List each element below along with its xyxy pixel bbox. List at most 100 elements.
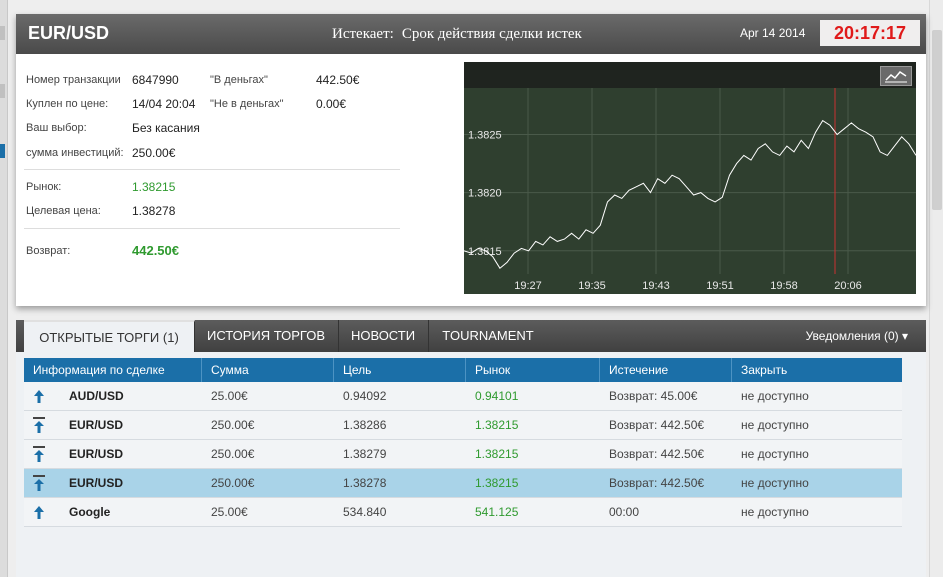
chart-plot: 19:27 19:35 19:43 19:51 19:58 20:06 1.3825 1.38… [464,88,916,292]
left-edge [0,0,8,577]
tab-tournament[interactable]: TOURNAMENT [442,328,534,343]
table-header: Информация по сделке Сумма Цель Рынок Ис… [24,358,902,382]
invest-value: 250.00€ [132,146,176,160]
txn-label: Номер транзакции [26,74,121,86]
x-tick-label: 19:51 [706,280,734,292]
tab-open-trades[interactable]: ОТКРЫТЫЕ ТОРГИ (1) [24,320,195,352]
cell-target: 0.94092 [343,389,387,403]
chart-toolbar [464,62,916,88]
trade-detail-panel: EUR/USD Истекает: Срок действия сделки ис… [16,14,926,306]
cell-target: 1.38279 [343,447,387,461]
cell-asset: EUR/USD [69,476,124,490]
cell-market: 541.125 [475,505,519,519]
table-row[interactable]: EUR/USD 250.00€ 1.38278 1.38215 Возврат: 442… [24,469,902,498]
txn-value: 6847990 [132,73,179,87]
scrollbar-thumb[interactable] [932,30,942,210]
notifications-dropdown[interactable]: Уведомления (0) ▾ [805,329,908,343]
table-row[interactable]: EUR/USD 250.00€ 1.38279 1.38215 Возврат: 442… [24,440,902,469]
left-marker [0,144,5,158]
cell-market: 1.38215 [475,476,519,490]
cell-close: не доступно [741,476,809,490]
expires-text: Срок действия сделки истек [401,26,582,42]
cell-market: 0.94101 [475,389,519,403]
table-row[interactable]: Google 25.00€ 534.840 541.125 00:00 не доступ… [24,498,902,527]
price-series-line [464,119,916,269]
cell-target: 1.38278 [343,476,387,490]
column-header: Цель [334,358,466,382]
arrow-up-icon [34,390,44,403]
header-clock: 20:17:17 [820,20,920,46]
column-header: Истечение [600,358,732,382]
expires-label: Истекает: [332,26,394,42]
cell-market: 1.38215 [475,418,519,432]
cell-asset: Google [69,505,111,519]
page-scrollbar[interactable] [929,0,943,577]
cell-amount: 25.00€ [211,389,248,403]
out-money-value: 0.00€ [316,97,347,111]
return-value: 442.50€ [132,243,179,258]
market-label: Рынок: [26,181,62,193]
panel-header: EUR/USD Истекает: Срок действия сделки ис… [16,14,926,54]
currency-pair-title: EUR/USD [28,23,110,43]
in-money-label: "В деньгах" [210,74,268,86]
cell-expiry: Возврат: 442.50€ [609,476,705,490]
line-chart-icon [885,71,907,83]
choice-value: Без касания [132,121,200,135]
cell-asset: EUR/USD [69,447,124,461]
cell-expiry: Возврат: 442.50€ [609,418,705,432]
table-row[interactable]: AUD/USD 25.00€ 0.94092 0.94101 Возврат: 45.0… [24,382,902,411]
cell-target: 1.38286 [343,418,387,432]
column-header: Рынок [466,358,600,382]
header-date: Apr 14 2014 [740,26,806,40]
table-row[interactable]: EUR/USD 250.00€ 1.38286 1.38215 Возврат: 442… [24,411,902,440]
cell-close: не доступно [741,447,809,461]
in-money-value: 442.50€ [316,73,360,87]
expiration-status: Истекает: Срок действия сделки истек [332,26,590,43]
divider [24,169,400,170]
arrow-up-bar-icon [33,475,45,491]
target-label: Целевая цена: [26,205,101,217]
bought-value: 14/04 20:04 [132,97,196,111]
cell-amount: 250.00€ [211,418,255,432]
cell-expiry: Возврат: 442.50€ [609,447,705,461]
cell-close: не доступно [741,505,809,519]
y-tick-label: 1.3825 [468,130,502,142]
cell-amount: 250.00€ [211,447,255,461]
cell-market: 1.38215 [475,447,519,461]
arrow-up-icon [34,506,44,519]
column-header: Сумма [202,358,334,382]
arrow-up-bar-icon [33,446,45,462]
open-trades-table: Информация по сделке Сумма Цель Рынок Ис… [16,352,926,577]
cell-expiry: Возврат: 45.00€ [609,389,698,403]
x-tick-label: 20:06 [834,280,862,292]
cell-asset: AUD/USD [69,389,124,403]
y-tick-label: 1.3820 [468,188,502,200]
chart-type-button[interactable] [880,66,912,86]
out-money-label: "Не в деньгах" [210,98,284,110]
invest-label: сумма инвестиций: [26,147,124,159]
cell-close: не доступно [741,418,809,432]
y-tick-label: 1.3815 [468,246,502,258]
column-header: Информация по сделке [24,358,202,382]
tab-trade-history[interactable]: ИСТОРИЯ ТОРГОВ [194,320,339,352]
cell-amount: 25.00€ [211,505,248,519]
left-marker [0,26,5,40]
choice-label: Ваш выбор: [26,122,87,134]
cell-asset: EUR/USD [69,418,124,432]
return-label: Возврат: [26,245,71,257]
divider [24,228,400,229]
arrow-up-bar-icon [33,417,45,433]
tab-news[interactable]: НОВОСТИ [338,320,429,352]
x-tick-label: 19:58 [770,280,798,292]
x-tick-label: 19:43 [642,280,670,292]
x-tick-label: 19:35 [578,280,606,292]
trades-tabbar: ОТКРЫТЫЕ ТОРГИ (1) ИСТОРИЯ ТОРГОВ НОВОСТ… [16,320,926,352]
cell-expiry: 00:00 [609,505,640,519]
cell-amount: 250.00€ [211,476,255,490]
column-header: Закрыть [741,363,788,377]
bought-label: Куплен по цене: [26,98,109,110]
left-marker [0,84,5,98]
market-value: 1.38215 [132,180,176,194]
cell-close: не доступно [741,389,809,403]
cell-target: 534.840 [343,505,387,519]
